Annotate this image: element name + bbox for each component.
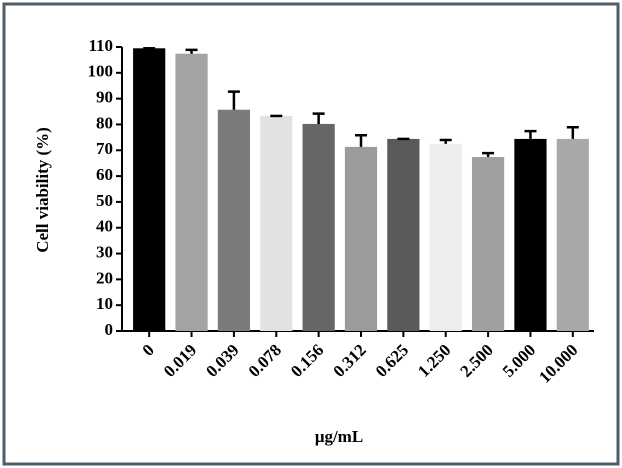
y-tick-label: 30 [96,242,113,261]
bar [514,138,547,331]
y-tick-label: 50 [96,191,113,210]
bar [387,138,420,331]
y-tick-label: 80 [96,113,113,132]
bar [344,146,378,331]
error-bar [312,112,325,124]
error-bar [185,48,198,54]
bar [556,138,589,331]
bar [217,109,251,331]
bar [260,115,293,332]
y-tick-label: 40 [96,217,113,236]
bar [175,53,208,331]
bar [471,156,505,331]
y-tick-label: 100 [88,62,114,81]
error-bar [227,90,240,110]
bar [302,123,335,332]
y-tick-label: 20 [96,268,113,287]
error-bar [524,129,537,139]
x-axis-title: μg/mL [315,427,363,446]
y-tick-label: 60 [96,165,113,184]
bar [429,143,462,331]
error-bar [439,138,452,144]
bar [133,48,166,332]
y-tick-label: 90 [96,88,113,107]
y-tick-label: 110 [88,36,113,55]
y-tick-label: 10 [96,294,113,313]
y-tick-label: 70 [96,139,113,158]
error-bar [482,151,495,157]
y-axis-title: Cell viability (%) [33,127,52,253]
y-tick-label: 0 [105,320,114,339]
error-bar [566,126,579,139]
error-bar [355,134,367,147]
